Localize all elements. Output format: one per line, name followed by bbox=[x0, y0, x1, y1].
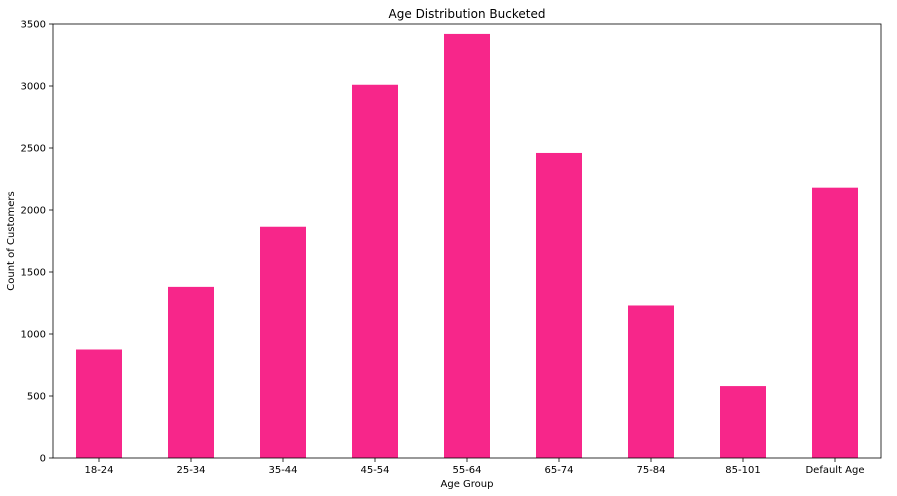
bar-default-age bbox=[812, 187, 858, 458]
y-tick-label: 3500 bbox=[21, 20, 46, 31]
bar-85-101 bbox=[720, 386, 766, 458]
bar-45-54 bbox=[352, 84, 398, 458]
y-tick-label: 3000 bbox=[21, 82, 46, 93]
y-tick-label: 0 bbox=[40, 454, 46, 465]
x-tick-label: 45-54 bbox=[360, 465, 389, 476]
x-tick-label: Default Age bbox=[805, 465, 864, 476]
bar-18-24 bbox=[76, 349, 122, 458]
y-tick-label: 1500 bbox=[21, 268, 46, 279]
bar-35-44 bbox=[260, 226, 306, 458]
bar-65-74 bbox=[536, 152, 582, 458]
y-axis-label: Count of Customers bbox=[6, 191, 17, 290]
y-tick-label: 500 bbox=[27, 392, 46, 403]
bars-group bbox=[76, 33, 858, 459]
y-tick-label: 1000 bbox=[21, 330, 46, 341]
x-tick-label: 35-44 bbox=[268, 465, 297, 476]
x-tick-label: 18-24 bbox=[84, 465, 113, 476]
x-axis-label: Age Group bbox=[441, 479, 494, 490]
bar-25-34 bbox=[168, 286, 214, 458]
bar-75-84 bbox=[628, 305, 674, 458]
y-tick-label: 2000 bbox=[21, 206, 46, 217]
x-axis-ticks: 18-24 25-34 35-44 45-54 55-64 65-74 75-84 85-10… bbox=[84, 458, 865, 476]
x-tick-label: 25-34 bbox=[176, 465, 205, 476]
plot-frame bbox=[52, 23, 882, 459]
x-tick-label: 55-64 bbox=[452, 465, 481, 476]
bar-55-64 bbox=[444, 33, 490, 459]
chart-title: Age Distribution Bucketed bbox=[389, 7, 546, 21]
y-tick-label: 2500 bbox=[21, 144, 46, 155]
x-tick-label: 65-74 bbox=[544, 465, 573, 476]
x-tick-label: 85-101 bbox=[725, 465, 760, 476]
y-axis-ticks: 0 500 1000 1500 2000 2500 3000 3500 bbox=[21, 20, 53, 465]
x-tick-label: 75-84 bbox=[636, 465, 665, 476]
